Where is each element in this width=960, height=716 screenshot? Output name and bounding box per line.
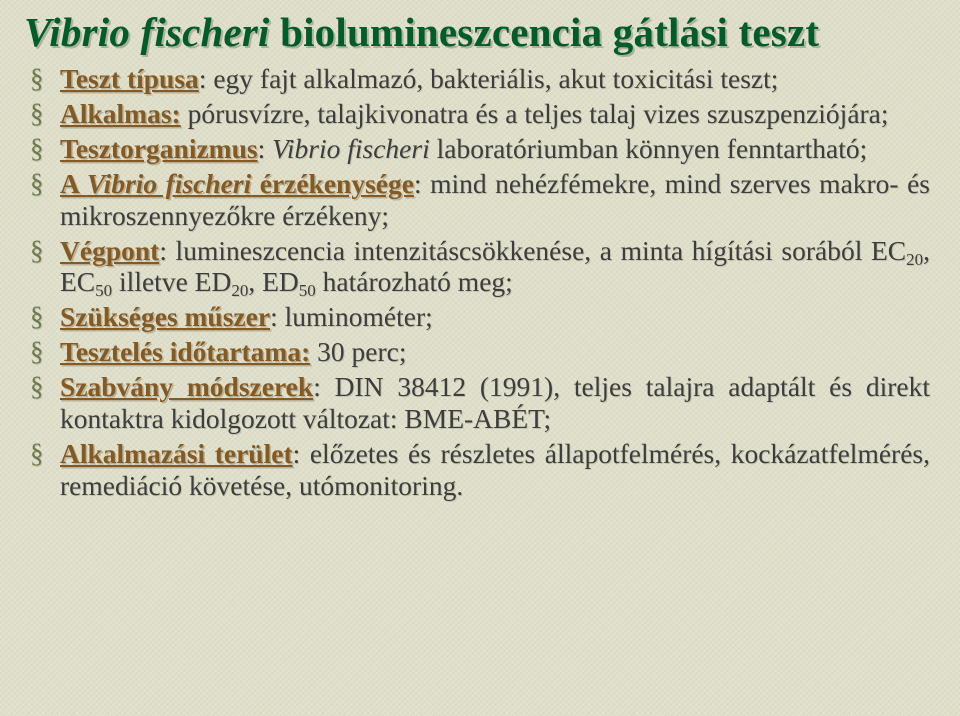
item-body-post: határozható meg; (316, 266, 513, 297)
lead-italic: Vibrio fischeri (87, 168, 251, 199)
item-lead: Szabvány módszerek (60, 371, 313, 402)
list-item: Végpont: lumineszcencia intenzitáscsökke… (24, 235, 930, 299)
item-lead: Tesztelés időtartama: (60, 336, 310, 367)
lead-pre: A (60, 168, 87, 199)
list-item: Alkalmas: pórusvízre, talajkivonatra és … (24, 98, 930, 130)
slide-title: Vibrio fischeri biolumineszcencia gátlás… (24, 10, 930, 55)
bullet-list: Teszt típusa: egy fajt alkalmazó, bakter… (24, 63, 930, 502)
list-item: Szükséges műszer: luminométer; (24, 301, 930, 333)
item-lead: A Vibrio fischeri érzékenysége (60, 168, 414, 199)
list-item: Szabvány módszerek: DIN 38412 (1991), te… (24, 371, 930, 435)
subscript: 20 (231, 281, 248, 300)
item-body-post: laboratóriumban könnyen fenntartható; (430, 133, 868, 164)
lead-post: érzékenysége (251, 168, 414, 199)
title-italic: Vibrio fischeri (24, 9, 270, 55)
item-lead: Teszt típusa (60, 63, 199, 94)
list-item: Alkalmazási terület: előzetes és részlet… (24, 438, 930, 502)
item-lead: Alkalmazási terület (60, 438, 293, 469)
item-body-pre: : (258, 133, 273, 164)
item-mid: illetve ED (112, 266, 231, 297)
list-item: Tesztelés időtartama: 30 perc; (24, 336, 930, 368)
item-italic: Vibrio fischeri (272, 133, 430, 164)
item-lead: Végpont (60, 235, 159, 266)
item-lead: Alkalmas: (60, 98, 181, 129)
item-lead: Szükséges műszer (60, 301, 270, 332)
item-mid: , ED (248, 266, 298, 297)
item-body-pre: : lumineszcencia intenzitáscsökkenése, a… (159, 235, 906, 266)
subscript: 20 (906, 249, 923, 268)
subscript: 50 (95, 281, 112, 300)
list-item: A Vibrio fischeri érzékenysége: mind neh… (24, 168, 930, 232)
list-item: Teszt típusa: egy fajt alkalmazó, bakter… (24, 63, 930, 95)
item-lead: Tesztorganizmus (60, 133, 258, 164)
list-item: Tesztorganizmus: Vibrio fischeri laborat… (24, 133, 930, 165)
item-body: : luminométer; (270, 301, 433, 332)
item-body: : egy fajt alkalmazó, bakteriális, akut … (199, 63, 779, 94)
item-body: 30 perc; (310, 336, 406, 367)
item-body: pórusvízre, talajkivonatra és a teljes t… (181, 98, 889, 129)
subscript: 50 (299, 281, 316, 300)
title-rest: biolumineszcencia gátlási teszt (270, 9, 820, 55)
